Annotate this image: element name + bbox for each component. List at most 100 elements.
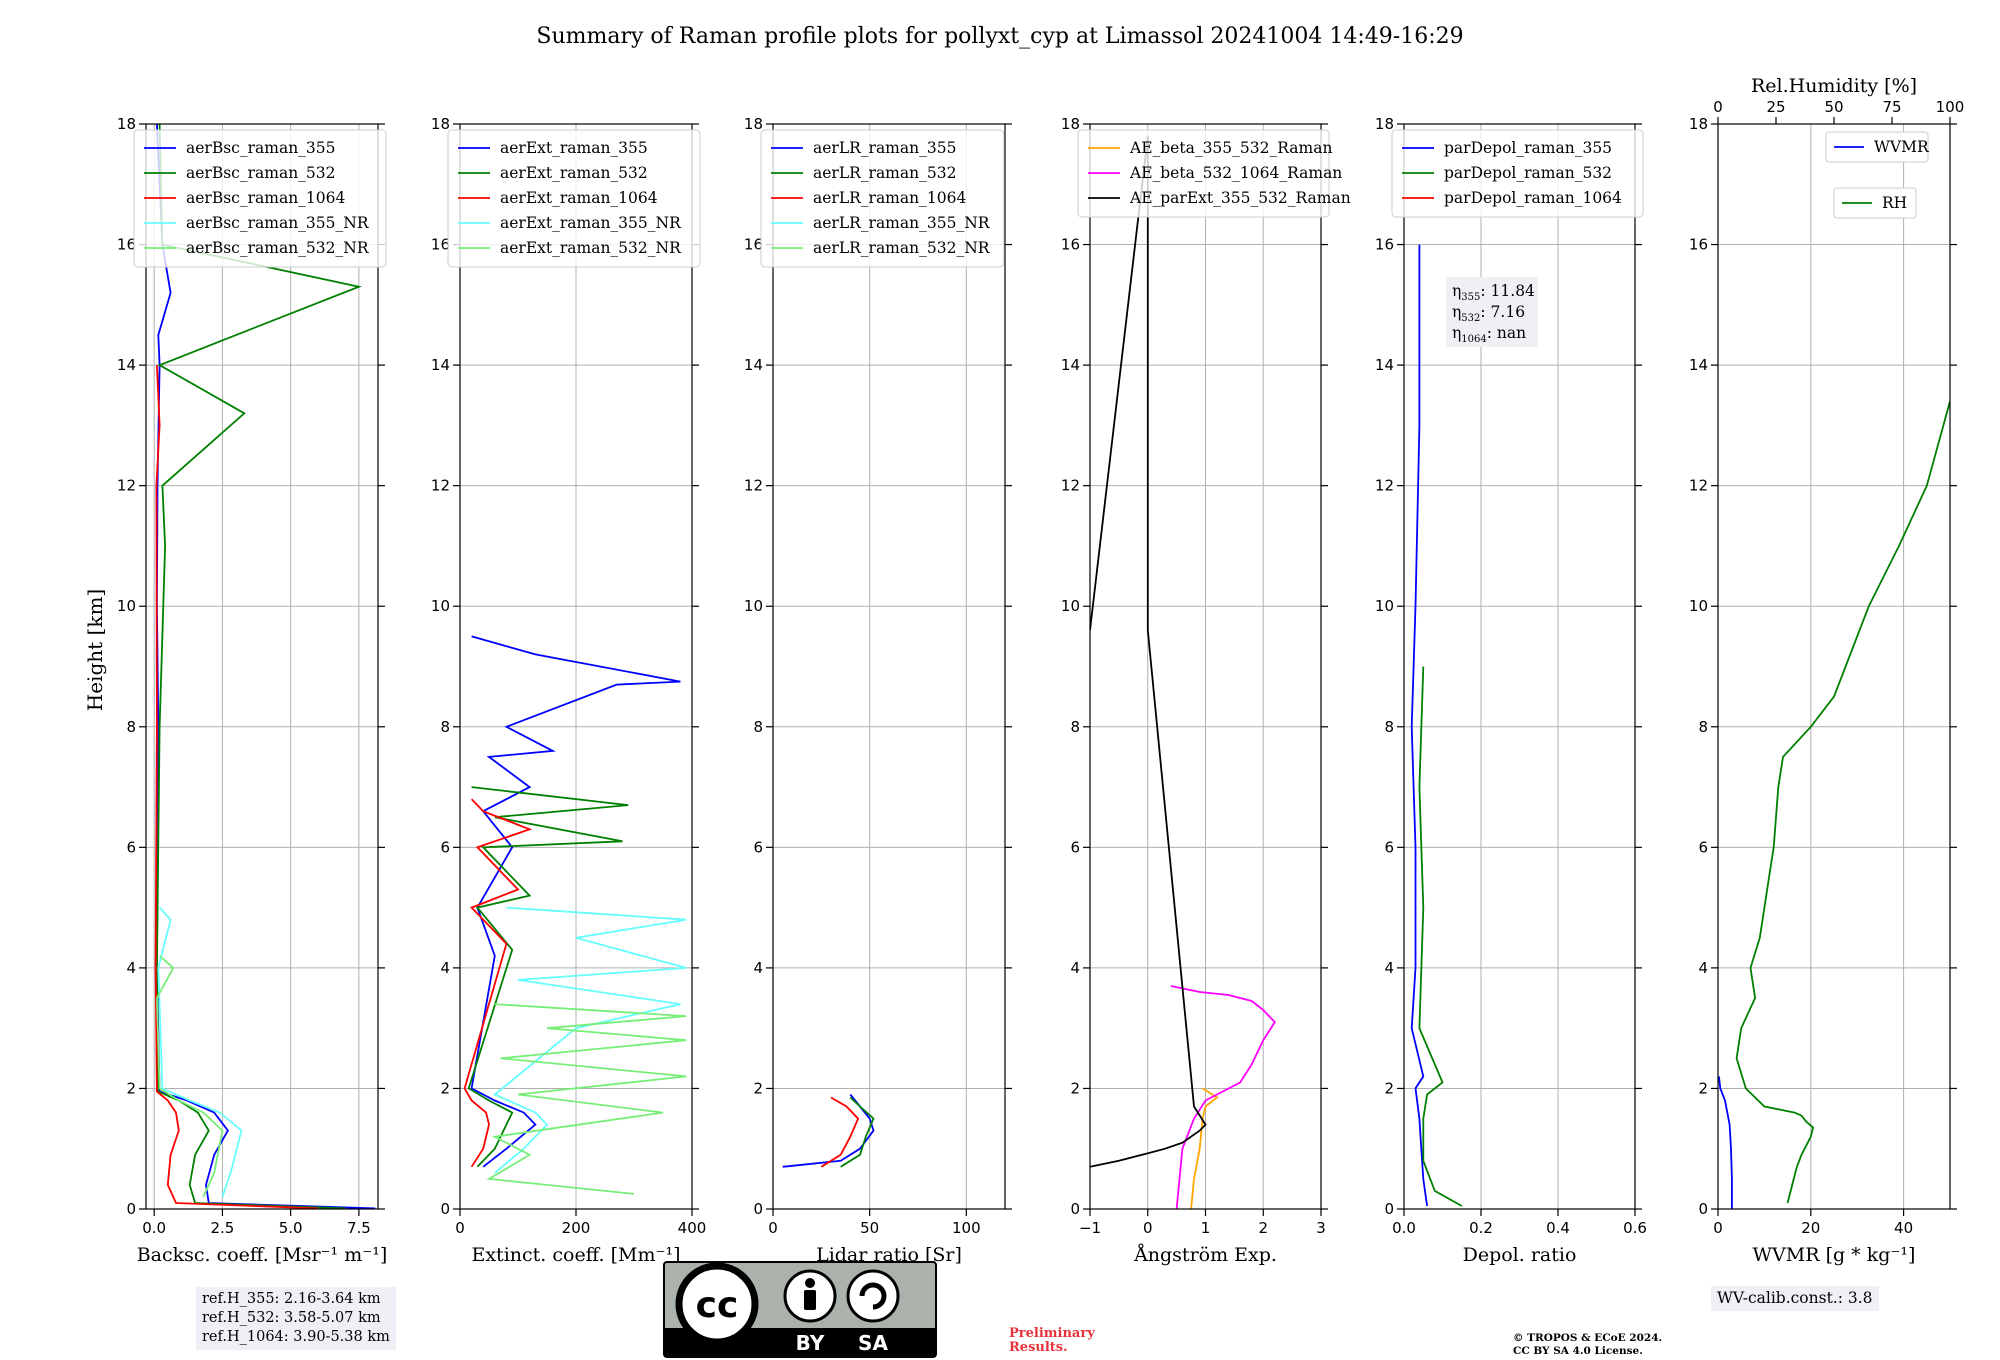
x-tick-label: 0 [455,1219,465,1237]
top-x-tick-label: 0 [1713,98,1723,116]
y-tick-label: 8 [753,718,763,736]
top-x-tick-label: 75 [1882,98,1901,116]
legend-box [1833,187,1917,219]
series-WVMR [1718,1076,1733,1209]
x-axis-label-dep: Depol. ratio [1463,1244,1577,1266]
x-tick-label: 5.0 [279,1219,303,1237]
legend-label: RH [1882,194,1907,212]
copyright-line-1: © TROPOS & ECoE 2024. [1513,1332,1663,1344]
y-tick-label: 12 [1061,477,1080,495]
y-tick-label: 6 [1698,838,1708,856]
y-tick-label: 0 [753,1200,763,1218]
legend-label: parDepol_raman_532 [1444,164,1612,182]
eta-symbol: η [1452,324,1461,342]
y-tick-label: 6 [753,838,763,856]
y-tick-label: 16 [744,236,763,254]
y-tick-label: 12 [1375,477,1394,495]
y-tick-label: 10 [117,597,136,615]
legend-label: AE_parExt_355_532_Raman [1129,189,1351,207]
y-tick-label: 0 [1698,1200,1708,1218]
y-tick-label: 6 [1070,838,1080,856]
y-tick-label: 18 [431,115,450,133]
legend-ae: AE_beta_355_532_Raman AE_beta_532_1064_Ra… [1077,129,1351,218]
legend-label: aerBsc_raman_532 [186,164,336,182]
x-axis-label-wv: WVMR [g * kg⁻¹] [1753,1244,1916,1266]
series-group [1410,244,1463,1207]
x-tick-label: 200 [562,1219,591,1237]
refh-1064: ref.H_1064: 3.90-5.38 km [202,1329,390,1345]
y-axis-label: Height [km] [83,589,107,711]
axes-frame [1717,123,1951,1210]
y-tick-label: 0 [440,1200,450,1218]
y-tick-label: 18 [117,115,136,133]
wv-calib-text: WV-calib.const.: 3.8 [1717,1289,1873,1307]
x-axis-label-ext: Extinct. coeff. [Mm⁻¹] [471,1244,680,1266]
eta-symbol: η [1452,303,1461,321]
y-tick-label: 14 [744,356,763,374]
y-tick-label: 12 [431,477,450,495]
series-AE_parExt_355_532_Raman [1090,135,1207,1168]
x-tick-label: −1 [1079,1219,1101,1237]
series-aerBsc_raman_532 [155,124,363,1209]
series-aerExt_raman_532 [467,786,629,1168]
y-tick-label: 2 [1070,1079,1080,1097]
y-tick-label: 14 [117,356,136,374]
x-tick-label: 2 [1258,1219,1268,1237]
legend-label: aerExt_raman_532_NR [500,239,682,257]
x-tick-label: 40 [1894,1219,1913,1237]
y-tick-label: 12 [1689,477,1708,495]
legend-label: aerExt_raman_355_NR [500,214,682,232]
x-tick-label: 0.6 [1623,1219,1647,1237]
axes-frame [772,123,1006,1210]
y-tick-label: 16 [1061,236,1080,254]
legend-label: aerLR_raman_532_NR [813,239,991,257]
x-tick-label: 0.0 [142,1219,166,1237]
panel-bsc: 0 2 4 6 8 10 12 14 16 18 0.0 2.5 5.0 7.5 Backsc. coeff… [117,115,387,1266]
series-parDepol_raman_532 [1418,666,1463,1207]
series-aerBsc_raman_355 [155,124,376,1209]
series-aerLR_raman_532 [840,1096,875,1168]
series-aerBsc_raman_1064 [154,365,319,1209]
legend-dep: parDepol_raman_355 parDepol_raman_532 parD… [1391,129,1644,218]
series-aerBsc_raman_355_NR [157,906,243,1198]
legend-wv: WVMR RH [1825,131,1930,219]
eta-value: : nan [1487,324,1526,342]
x-axis-label-lr: Lidar ratio [Sr] [816,1244,962,1266]
top-axis-label: Rel.Humidity [%] [1751,75,1917,97]
wv-calibration-box: WV-calib.const.: 3.8 [1711,1286,1879,1311]
legend-box [760,129,1005,268]
x-tick-label: 7.5 [347,1219,371,1237]
top-x-tick-label: 25 [1766,98,1785,116]
series-aerExt_raman_355 [470,635,681,1168]
reference-height-box: ref.H_355: 2.16-3.64 km ref.H_532: 3.58-… [196,1287,396,1350]
legend-label: aerBsc_raman_1064 [186,189,346,207]
series-AE_beta_532_1064_Raman [1170,985,1276,1209]
series-parDepol_raman_355 [1410,244,1428,1207]
legend-label: aerLR_raman_355_NR [813,214,991,232]
y-tick-label: 4 [440,959,450,977]
series-group [463,635,687,1195]
preliminary-line-2: Results. [1009,1340,1068,1355]
y-tick-label: 6 [126,838,136,856]
axes-frame [1403,123,1636,1210]
y-tick-label: 8 [126,718,136,736]
series-aerExt_raman_355_NR [493,906,687,1174]
y-tick-label: 18 [1689,115,1708,133]
y-tick-label: 14 [1689,356,1708,374]
panel-ext: 0 2 4 6 8 10 12 14 16 18 0 200 400 Extinct. coeff. [M… [431,115,706,1266]
legend-label: aerExt_raman_1064 [500,189,658,207]
y-tick-label: 18 [1375,115,1394,133]
series-aerBsc_raman_532_NR [155,955,224,1198]
eta-sub: 355 [1461,292,1480,303]
copyright-line-2: CC BY SA 4.0 License. [1513,1345,1643,1357]
series-group [1718,401,1950,1209]
legend-bsc: aerBsc_raman_355 aerBsc_raman_532 aerBsc_r… [133,129,387,268]
series-group [782,1093,875,1168]
x-tick-label: 3 [1316,1219,1326,1237]
y-tick-label: 4 [753,959,763,977]
legend-label: WVMR [1874,138,1930,156]
legend-ext: aerExt_raman_355 aerExt_raman_532 aerExt_r… [447,129,701,268]
series-RH [1735,401,1950,1204]
